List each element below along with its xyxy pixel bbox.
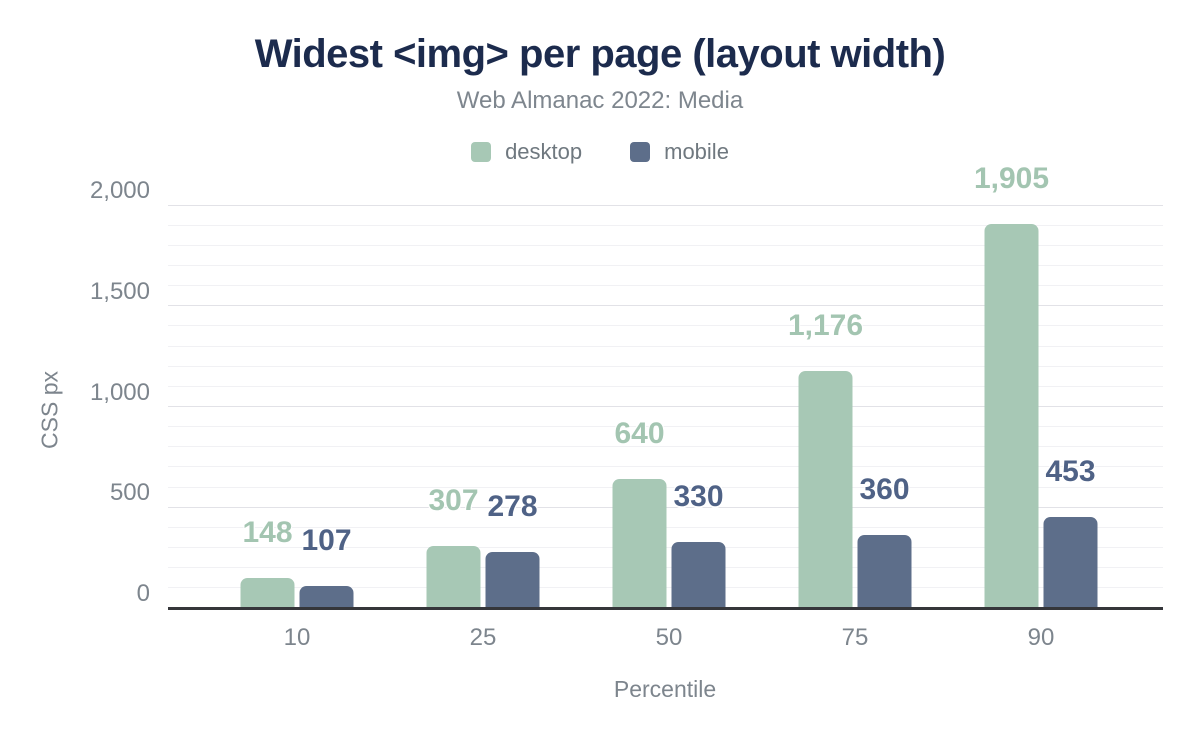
desktop-value-label: 1,905 [973,162,1050,196]
x-axis-line [168,607,1163,610]
x-tick-label: 10 [283,624,311,651]
desktop-value-label: 307 [428,484,479,518]
desktop-bar-p10[interactable] [240,578,295,608]
chart-title: Widest <img> per page (layout width) [254,32,946,76]
major-gridline [168,406,1163,407]
mobile-value-label: 453 [1045,454,1096,488]
mobile-value-label: 360 [859,473,910,507]
minor-gridline [168,426,1163,428]
legend-label-mobile: mobile [664,139,729,164]
mobile-bar-p75[interactable] [857,535,912,608]
mobile-bar-p10[interactable] [299,586,354,608]
legend-item-desktop[interactable]: desktop [471,139,582,165]
y-tick-label: 1,500 [89,277,150,305]
minor-gridline [168,264,1163,266]
desktop-value-label: 148 [242,516,293,550]
desktop-bar-p25[interactable] [426,546,481,608]
mobile-bar-p90[interactable] [1043,516,1098,608]
chart-subtitle: Web Almanac 2022: Media [456,87,744,114]
minor-gridline [168,385,1163,387]
desktop-bar-p90[interactable] [984,224,1039,608]
minor-gridline [168,244,1163,246]
desktop-swatch-icon [471,142,492,162]
x-tick-label: 25 [469,624,497,651]
plot-area: 0 500 1,000 1,500 2,000 148 107 10 307 278 25 640 33… [90,162,1163,651]
mobile-value-label: 330 [673,479,724,513]
y-tick-label: 500 [109,479,150,507]
x-tick-label: 75 [841,624,869,651]
mobile-value-label: 278 [487,489,538,523]
minor-gridline [168,345,1163,347]
x-axis-title: Percentile [613,676,717,702]
major-gridline [168,204,1163,206]
legend: desktop mobile [0,139,1200,165]
legend-item-mobile[interactable]: mobile [630,139,729,165]
x-tick-label: 90 [1027,624,1055,651]
desktop-bar-p75[interactable] [798,371,853,608]
minor-gridline [168,446,1163,448]
y-tick-label: 2,000 [89,177,150,204]
desktop-value-label: 640 [614,417,665,451]
y-tick-label: 0 [136,580,150,607]
mobile-value-label: 107 [301,524,352,558]
mobile-bar-p25[interactable] [485,551,540,608]
major-gridline [168,305,1163,307]
minor-gridline [168,365,1163,367]
desktop-value-label: 1,176 [787,309,864,343]
legend-label-desktop: desktop [505,139,583,164]
desktop-bar-p50[interactable] [612,479,667,608]
mobile-swatch-icon [630,142,651,162]
mobile-bar-p50[interactable] [671,541,726,608]
x-tick-label: 50 [655,624,683,651]
minor-gridline [168,224,1163,226]
minor-gridline [168,325,1163,327]
y-tick-label: 1,000 [89,378,150,406]
minor-gridline [168,466,1163,468]
minor-gridline [168,285,1163,287]
